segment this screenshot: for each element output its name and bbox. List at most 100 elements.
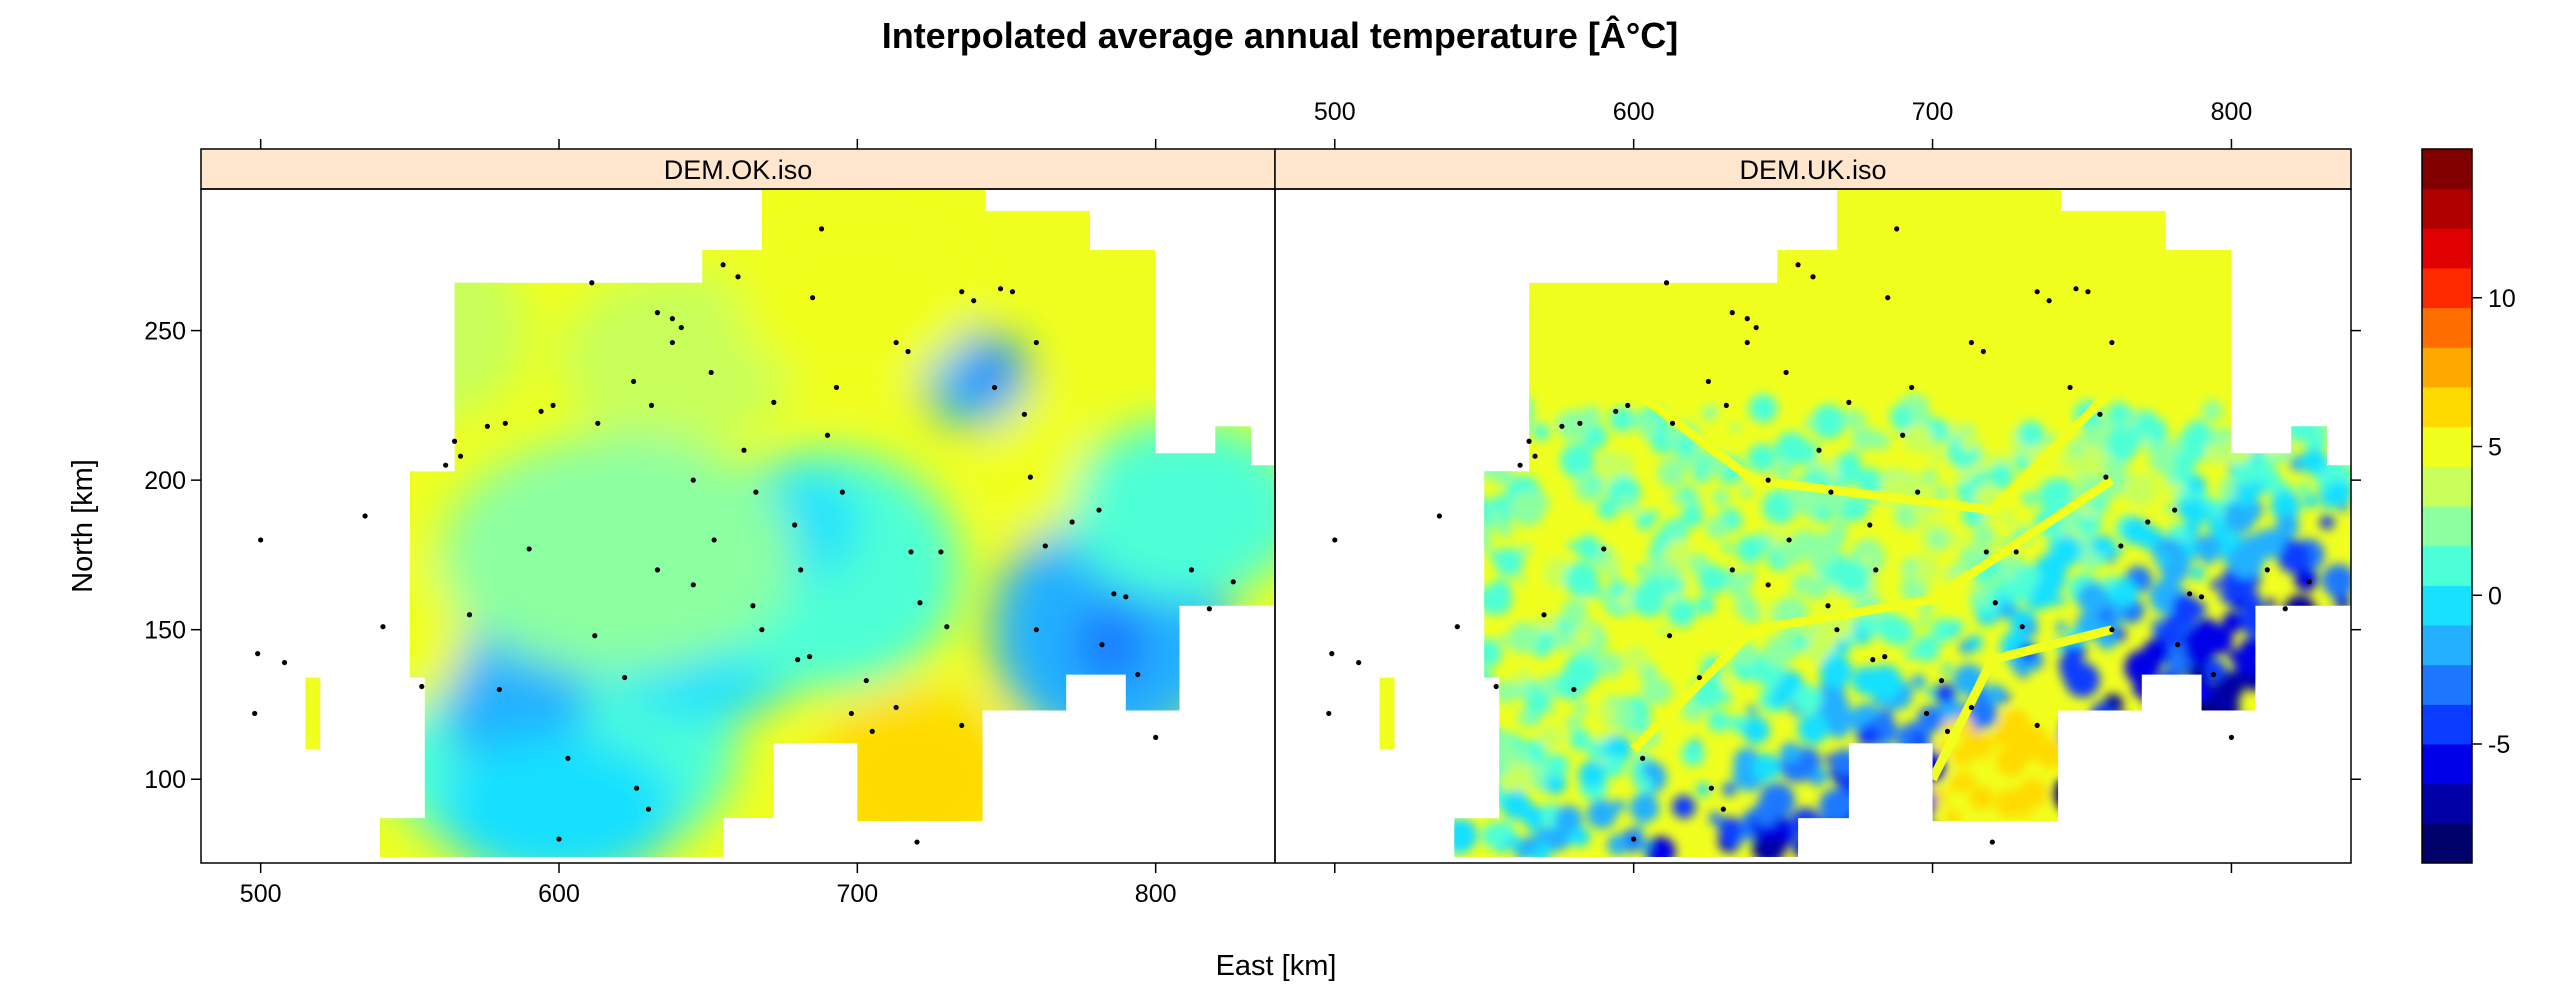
station-point	[971, 298, 976, 303]
station-point	[1990, 839, 1995, 844]
station-point	[1984, 549, 1989, 554]
station-point	[2109, 340, 2114, 345]
strip-label-right: DEM.UK.iso	[1739, 155, 1886, 185]
station-point	[1034, 340, 1039, 345]
station-point	[741, 448, 746, 453]
station-point	[712, 537, 717, 542]
strip-label-left: DEM.OK.iso	[664, 155, 813, 185]
station-point	[759, 627, 764, 632]
station-point	[2175, 642, 2180, 647]
station-point	[1828, 490, 1833, 495]
station-point	[503, 421, 508, 426]
station-point	[282, 660, 287, 665]
station-point	[634, 786, 639, 791]
station-point	[452, 439, 457, 444]
station-point	[792, 522, 797, 527]
color-key-swatch	[2422, 546, 2472, 586]
color-key-swatch	[2422, 268, 2472, 308]
station-point	[1613, 409, 1618, 414]
station-point	[2014, 549, 2019, 554]
station-point	[2145, 519, 2150, 524]
station-point	[1816, 448, 1821, 453]
station-point	[944, 624, 949, 629]
station-point	[1882, 654, 1887, 659]
x-tick-label-top: 500	[1314, 98, 1356, 126]
station-point	[1532, 454, 1537, 459]
station-point	[1786, 537, 1791, 542]
station-point	[1981, 349, 1986, 354]
station-point	[362, 513, 367, 518]
x-tick-label-bottom: 500	[240, 880, 282, 908]
color-key-swatch	[2422, 149, 2472, 189]
color-key-label: 0	[2488, 582, 2502, 610]
station-point	[1231, 579, 1236, 584]
station-point	[1135, 672, 1140, 677]
station-point	[1123, 594, 1128, 599]
station-point	[2229, 735, 2234, 740]
station-point	[1754, 325, 1759, 330]
station-point	[1766, 478, 1771, 483]
station-point	[1670, 421, 1675, 426]
station-point	[2073, 286, 2078, 291]
station-point	[2067, 385, 2072, 390]
x-tick-label-bottom: 700	[836, 880, 878, 908]
color-key-label: 5	[2488, 434, 2502, 462]
station-point	[1706, 379, 1711, 384]
station-point	[1900, 433, 1905, 438]
station-point	[527, 546, 532, 551]
station-point	[1894, 226, 1899, 231]
station-point	[771, 400, 776, 405]
station-point	[992, 385, 997, 390]
station-point	[1070, 519, 1075, 524]
station-point	[1745, 316, 1750, 321]
station-point	[565, 756, 570, 761]
station-point	[1022, 412, 1027, 417]
station-point	[1993, 600, 1998, 605]
station-point	[646, 807, 651, 812]
station-point	[905, 349, 910, 354]
station-point	[670, 316, 675, 321]
station-point	[1631, 836, 1636, 841]
color-key-swatch	[2422, 308, 2472, 348]
y-tick-label: 200	[144, 467, 186, 495]
color-key: -5 0 5 10	[2422, 149, 2516, 864]
station-point	[2109, 627, 2114, 632]
station-point	[592, 633, 597, 638]
temperature-raster-left	[201, 190, 1305, 884]
color-key-swatch	[2422, 506, 2472, 546]
station-point	[419, 684, 424, 689]
station-point	[655, 567, 660, 572]
color-key-swatch	[2422, 228, 2472, 268]
station-point	[1969, 705, 1974, 710]
station-point	[497, 687, 502, 692]
station-point	[1189, 567, 1194, 572]
station-point	[1028, 475, 1033, 480]
station-point	[810, 295, 815, 300]
y-tick-label: 150	[144, 617, 186, 645]
station-point	[258, 537, 263, 542]
y-tick-label: 100	[144, 766, 186, 794]
station-point	[1721, 807, 1726, 812]
panel-ordinary-kriging	[201, 190, 1305, 884]
station-point	[959, 723, 964, 728]
station-point	[2307, 579, 2312, 584]
station-point	[1924, 711, 1929, 716]
station-point	[691, 478, 696, 483]
station-point	[252, 711, 257, 716]
station-point	[795, 657, 800, 662]
station-point	[2035, 289, 2040, 294]
station-point	[819, 226, 824, 231]
station-point	[1559, 424, 1564, 429]
station-point	[255, 651, 260, 656]
station-point	[798, 567, 803, 572]
x-axis-label: East [km]	[1216, 950, 1337, 982]
strip-right: DEM.UK.iso	[1275, 149, 2351, 189]
station-point	[443, 463, 448, 468]
station-point	[1332, 537, 1337, 542]
station-point	[2035, 723, 2040, 728]
station-point	[1846, 400, 1851, 405]
station-point	[864, 678, 869, 683]
station-point	[1810, 274, 1815, 279]
station-point	[595, 421, 600, 426]
